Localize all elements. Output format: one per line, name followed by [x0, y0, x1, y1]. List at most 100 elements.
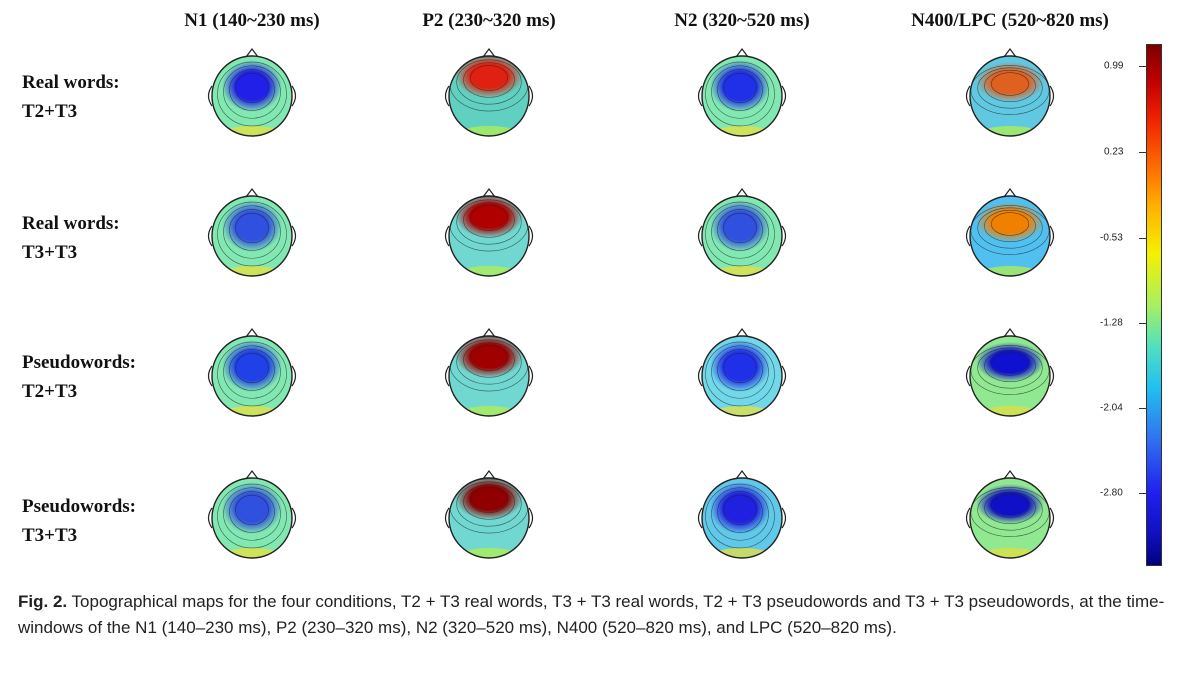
row-label-2: Real words: T3+T3 — [22, 209, 120, 267]
head-outline — [448, 195, 530, 277]
head-outline — [969, 335, 1051, 417]
caption-text: Topographical maps for the four conditio… — [18, 592, 1165, 637]
activation-blob — [455, 336, 523, 378]
contour-line — [990, 352, 1030, 376]
scalp-rim-band — [702, 266, 782, 276]
head-nose — [245, 328, 259, 338]
activation-blob — [976, 62, 1044, 102]
colorbar-tick-6: -2.80 — [1100, 487, 1123, 499]
contour-line — [223, 345, 281, 399]
colorbar-tickmark-4 — [1139, 323, 1147, 324]
activation-blob — [455, 478, 523, 520]
head-ear-right — [1049, 225, 1055, 247]
contour-line — [463, 484, 515, 520]
contour-line — [229, 349, 275, 391]
scalp-rim-band — [702, 406, 782, 416]
contour-line — [456, 481, 522, 527]
contour-line — [217, 201, 287, 267]
topographic-map-r4-c3 — [697, 470, 787, 559]
head-ear-left — [965, 225, 971, 247]
head-ear-left — [444, 225, 450, 247]
scalp-rim-band — [212, 126, 292, 136]
head-ear-left — [444, 85, 450, 107]
head-nose — [735, 188, 749, 198]
contour-line — [223, 487, 281, 541]
contour-line — [990, 72, 1030, 96]
row-label-4-line2: T3+T3 — [22, 525, 78, 546]
contour-line — [469, 205, 509, 231]
scalp-rim-band — [449, 126, 529, 136]
contour-line — [705, 61, 775, 127]
head-ear-right — [291, 365, 297, 387]
contour-line — [711, 487, 769, 541]
topographic-map-r1-c2 — [444, 48, 534, 137]
head-nose — [735, 470, 749, 480]
contour-line — [977, 489, 1043, 531]
activation-blob — [976, 342, 1044, 382]
head-ear-right — [291, 225, 297, 247]
head-nose — [482, 470, 496, 480]
head-ear-right — [781, 507, 787, 529]
head-ear-left — [697, 365, 703, 387]
contour-line — [235, 72, 269, 104]
head-ear-right — [1049, 85, 1055, 107]
head-outline — [701, 477, 783, 559]
head-ear-left — [697, 507, 703, 529]
contour-line — [984, 209, 1036, 243]
contour-line — [217, 341, 287, 407]
contour-line — [717, 349, 763, 391]
head-nose — [482, 188, 496, 198]
contour-line — [456, 199, 522, 245]
scalp-rim-band — [970, 548, 1050, 558]
head-outline — [969, 195, 1051, 277]
head-nose — [735, 48, 749, 58]
head-outline — [969, 55, 1051, 137]
topographic-map-r2-c1 — [207, 188, 297, 277]
scalp-rim-band — [212, 548, 292, 558]
head-ear-right — [528, 85, 534, 107]
caption-label: Fig. 2. — [18, 592, 68, 611]
colorbar-tickmark-2 — [1139, 152, 1147, 153]
head-outline — [701, 195, 783, 277]
contour-line — [469, 487, 509, 513]
head-outline — [701, 55, 783, 137]
contour-line — [984, 491, 1036, 525]
contour-line — [463, 202, 515, 238]
head-ear-right — [291, 85, 297, 107]
head-outline — [448, 335, 530, 417]
head-ear-left — [965, 507, 971, 529]
scalp-rim-band — [970, 266, 1050, 276]
colorbar-tickmark-3 — [1139, 238, 1147, 239]
activation-blob — [976, 484, 1044, 524]
contour-line — [463, 342, 515, 378]
contour-line — [456, 339, 522, 385]
topographic-map-r4-c2 — [444, 470, 534, 559]
head-ear-left — [207, 225, 213, 247]
head-outline — [448, 477, 530, 559]
contour-line — [723, 212, 757, 244]
contour-line — [977, 67, 1043, 109]
colorbar-tickmark-1 — [1139, 66, 1147, 67]
activation-blob — [710, 200, 770, 252]
head-ear-right — [781, 225, 787, 247]
head-ear-left — [444, 507, 450, 529]
colorbar-tick-5: -2.04 — [1100, 402, 1123, 414]
colorbar-tick-1: 0.99 — [1104, 60, 1124, 72]
contour-line — [711, 205, 769, 259]
contour-line — [990, 494, 1030, 518]
row-label-4-line1: Pseudowords: — [22, 496, 137, 517]
head-ear-left — [965, 365, 971, 387]
head-outline — [211, 55, 293, 137]
colorbar — [1146, 44, 1162, 566]
head-ear-right — [528, 507, 534, 529]
activation-blob — [710, 482, 770, 534]
activation-blob — [222, 200, 282, 252]
contour-line — [723, 72, 757, 104]
activation-blob — [710, 340, 770, 392]
contour-line — [223, 65, 281, 119]
row-label-3-line2: T2+T3 — [22, 381, 78, 402]
head-ear-left — [965, 85, 971, 107]
head-nose — [1003, 470, 1017, 480]
head-nose — [245, 188, 259, 198]
head-nose — [245, 470, 259, 480]
